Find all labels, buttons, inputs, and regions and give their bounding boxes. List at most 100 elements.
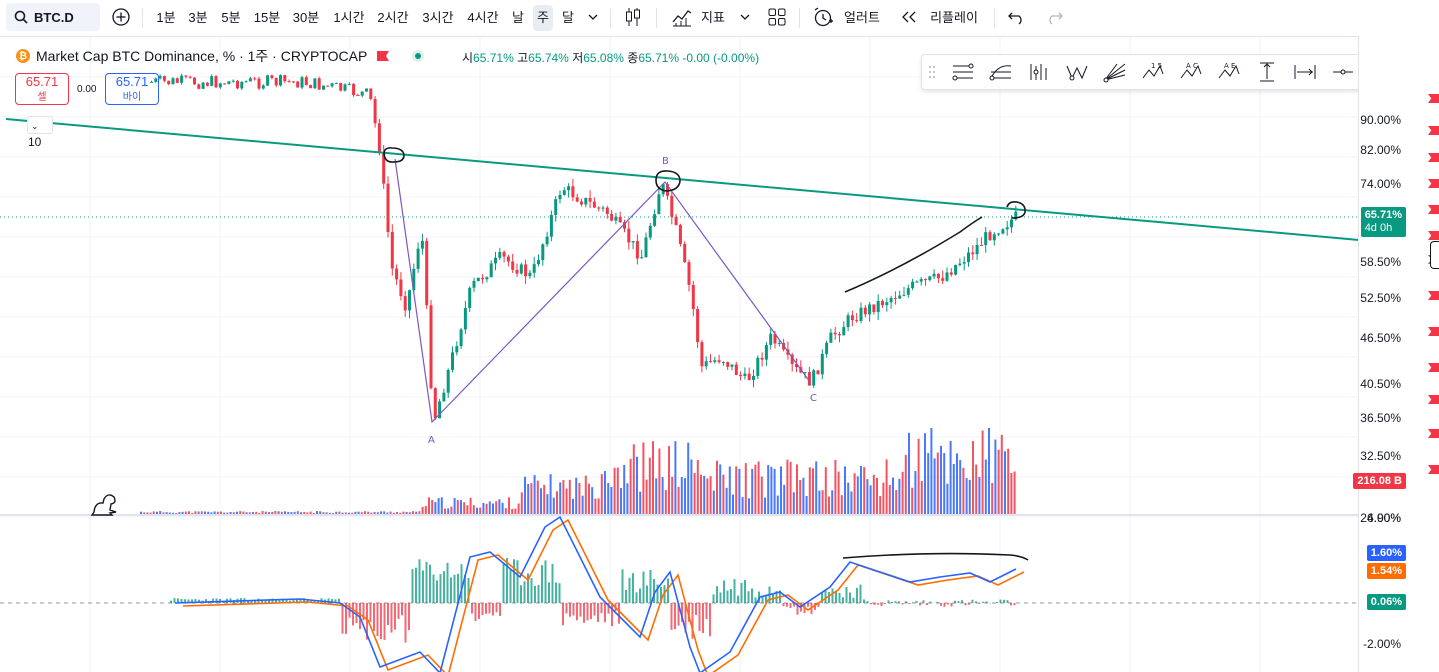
sell-button[interactable]: 65.71 셀 xyxy=(15,73,69,105)
candle-body xyxy=(481,277,485,280)
undo-icon[interactable] xyxy=(1007,8,1027,26)
histogram-bar xyxy=(173,598,176,603)
hand-drawn-line[interactable] xyxy=(842,552,1029,561)
histogram-bar xyxy=(835,590,837,603)
candle-body xyxy=(506,256,510,262)
volume-bar xyxy=(332,512,334,514)
interval-11[interactable]: 달 xyxy=(562,10,574,25)
alert-flag-icon[interactable] xyxy=(1428,429,1439,438)
alert-flag-icon[interactable] xyxy=(1428,363,1439,372)
histogram-bar xyxy=(212,598,214,603)
alert-flag-icon[interactable] xyxy=(1428,395,1439,404)
alert-button[interactable]: 얼러트 xyxy=(844,10,880,25)
chevron-down-icon[interactable] xyxy=(739,12,751,22)
alert-flag-icon[interactable] xyxy=(1428,126,1439,135)
candle-body xyxy=(162,76,166,81)
candle-body xyxy=(881,301,884,306)
alert-flag-icon[interactable] xyxy=(1428,231,1439,240)
interval-9[interactable]: 날 xyxy=(512,10,524,25)
pitchfork-icon[interactable] xyxy=(1064,60,1090,84)
volume-bar xyxy=(140,511,142,514)
volume-bar xyxy=(927,453,930,514)
volume-bar xyxy=(549,474,552,514)
interval-1[interactable]: 3분 xyxy=(188,10,208,25)
interval-5[interactable]: 1시간 xyxy=(333,10,365,25)
xabcd-pattern-icon[interactable]: 1 5 xyxy=(1140,60,1166,84)
histogram-bar xyxy=(478,603,480,619)
interval-10[interactable]: 주 xyxy=(533,5,553,31)
hand-drawn-line[interactable] xyxy=(844,216,983,293)
candle-body xyxy=(790,354,794,364)
drag-handle-icon[interactable] xyxy=(928,65,936,79)
spread-value: 0.00 xyxy=(77,84,97,95)
histogram-bar xyxy=(908,603,911,605)
abcd-pattern-icon[interactable]: A C xyxy=(1178,60,1204,84)
candle-body xyxy=(631,241,635,243)
histogram-bar xyxy=(1013,603,1016,606)
histogram-bar xyxy=(180,598,183,603)
candle-body xyxy=(433,388,437,419)
interval-0[interactable]: 1분 xyxy=(156,10,176,25)
interval-8[interactable]: 4시간 xyxy=(467,10,499,25)
volume-bar xyxy=(850,491,853,514)
alert-flag-icon[interactable] xyxy=(1428,465,1439,474)
collapse-indicators-button[interactable]: ⌄ 10 xyxy=(27,116,53,149)
price-axis[interactable]: 90.00% 82.00% 74.00% 58.50% 52.50% 46.50% 40.5… xyxy=(1353,36,1439,672)
indicators-button[interactable]: 지표 xyxy=(701,10,725,25)
side-toggle-handle[interactable] xyxy=(1430,241,1439,269)
histogram-bar xyxy=(901,603,904,605)
osc-tick-label: 4.00% xyxy=(1366,511,1401,525)
circle-annotation[interactable] xyxy=(1006,201,1026,219)
volume-bar xyxy=(540,488,542,514)
histogram-bar xyxy=(453,574,456,603)
volume-bar xyxy=(610,486,613,514)
horizontal-ray-icon[interactable] xyxy=(1330,60,1356,84)
candles-icon[interactable] xyxy=(623,6,643,28)
plus-circle-icon[interactable] xyxy=(111,7,131,27)
alert-flag-icon[interactable] xyxy=(1428,327,1439,336)
indicators-icon[interactable] xyxy=(671,6,693,28)
volume-bar xyxy=(808,467,811,514)
replay-button[interactable]: 리플레이 xyxy=(930,10,978,25)
trend-line-drawing[interactable] xyxy=(5,118,1359,241)
volume-bar xyxy=(748,498,750,514)
interval-6[interactable]: 2시간 xyxy=(377,10,409,25)
histogram-bar xyxy=(943,603,946,607)
interval-7[interactable]: 3시간 xyxy=(422,10,454,25)
alert-flag-icon[interactable] xyxy=(1428,205,1439,214)
circle-annotation[interactable] xyxy=(655,170,681,192)
redo-icon[interactable] xyxy=(1044,8,1064,26)
flag-icon[interactable] xyxy=(377,51,390,61)
volume-bar xyxy=(463,502,466,514)
elliott-wave-icon[interactable]: A E xyxy=(1216,60,1242,84)
volume-bar xyxy=(264,511,267,514)
date-range-icon[interactable] xyxy=(1292,60,1318,84)
buy-button[interactable]: 65.71 바이 xyxy=(105,73,159,105)
chevron-down-icon[interactable] xyxy=(587,12,599,22)
circle-annotation[interactable] xyxy=(383,147,405,163)
alert-flag-icon[interactable] xyxy=(1428,291,1439,300)
alert-flag-icon[interactable] xyxy=(1428,153,1439,162)
histogram-bar xyxy=(947,603,949,605)
fib-channel-icon[interactable] xyxy=(1026,60,1052,84)
gann-fan-icon[interactable] xyxy=(1102,60,1128,84)
alert-flag-icon[interactable] xyxy=(1428,179,1439,188)
alert-icon[interactable] xyxy=(812,6,834,28)
symbol-search[interactable]: BTC.D xyxy=(6,3,100,31)
abc-pattern-drawing[interactable] xyxy=(394,158,811,424)
replay-icon[interactable] xyxy=(900,9,918,25)
volume-bar xyxy=(914,470,917,514)
fib-extension-icon[interactable] xyxy=(988,60,1014,84)
candle-body xyxy=(674,216,678,225)
interval-3[interactable]: 15분 xyxy=(253,10,281,25)
histogram-bar xyxy=(275,599,277,603)
chart-canvas[interactable]: A B C xyxy=(0,37,1359,672)
fib-retracement-icon[interactable] xyxy=(950,60,976,84)
histogram-bar xyxy=(401,603,403,616)
alert-flag-icon[interactable] xyxy=(1428,94,1439,103)
interval-4[interactable]: 30분 xyxy=(292,10,320,25)
price-range-icon[interactable] xyxy=(1254,60,1280,84)
interval-2[interactable]: 5분 xyxy=(221,10,241,25)
volume-bar xyxy=(978,476,981,514)
layout-icon[interactable] xyxy=(767,7,787,27)
